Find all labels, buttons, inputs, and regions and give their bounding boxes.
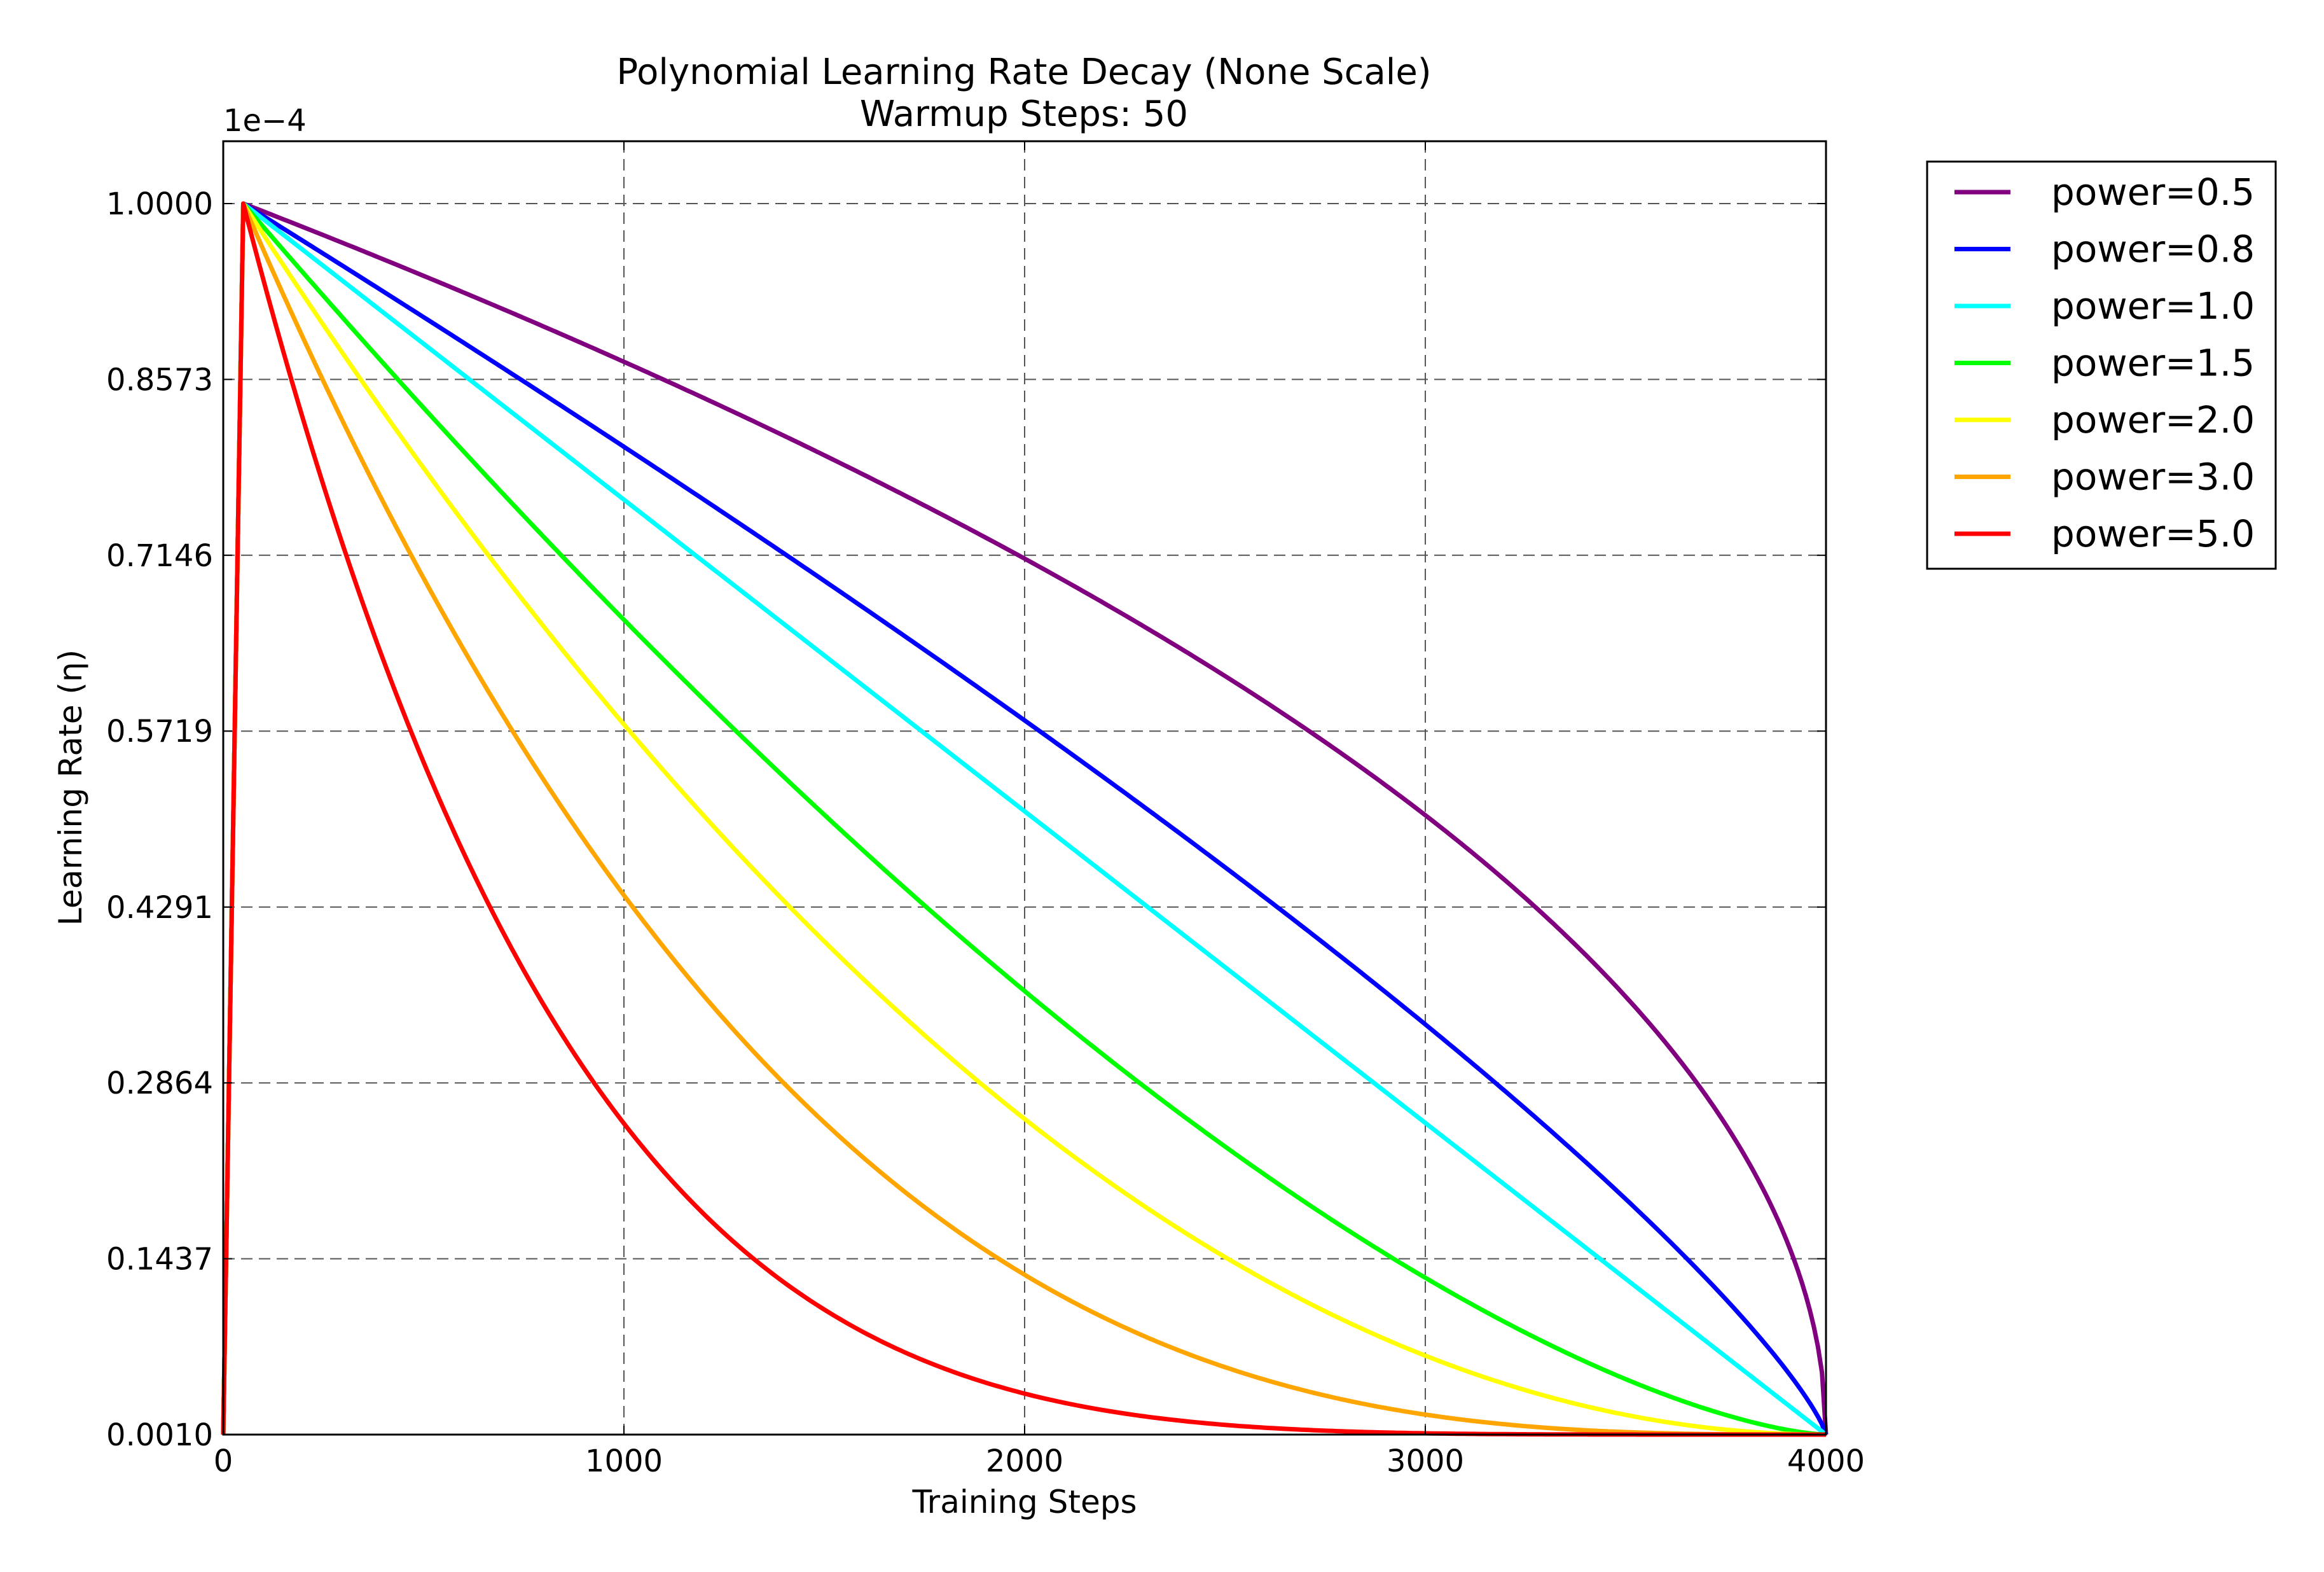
legend-entry-label: power=3.0 bbox=[2051, 456, 2255, 499]
x-tick-label: 0 bbox=[214, 1443, 233, 1479]
series-line-power-3-0 bbox=[221, 201, 1826, 1437]
y-tick-label: 0.0010 bbox=[106, 1417, 213, 1453]
legend-entry-label: power=5.0 bbox=[2051, 512, 2255, 555]
x-tick-label: 1000 bbox=[585, 1443, 663, 1479]
legend-entry-label: power=0.8 bbox=[2051, 228, 2255, 271]
y-tick-label: 1.0000 bbox=[106, 186, 213, 222]
series-lines bbox=[221, 201, 1829, 1437]
y-tick-label: 0.7146 bbox=[106, 538, 213, 574]
y-tick-label: 0.8573 bbox=[106, 362, 213, 398]
x-axis-ticks: 0 1000 2000 3000 4000 bbox=[214, 141, 1865, 1479]
legend-entry-label: power=1.0 bbox=[2051, 284, 2255, 328]
y-tick-label: 0.4291 bbox=[106, 890, 213, 926]
legend-entry-label: power=1.5 bbox=[2051, 342, 2255, 385]
y-axis-ticks: 0.0010 0.1437 0.2864 0.4291 0.5719 0.7146 0.85… bbox=[106, 186, 1826, 1453]
series-line-power-2-0 bbox=[221, 201, 1826, 1437]
series-line-power-0-8 bbox=[221, 201, 1829, 1436]
y-tick-label: 0.5719 bbox=[106, 714, 213, 749]
y-axis-multiplier: 1e−4 bbox=[223, 103, 307, 139]
chart-title: Polynomial Learning Rate Decay (None Sca… bbox=[616, 52, 1431, 93]
y-axis-label: Learning Rate (η) bbox=[52, 650, 89, 926]
x-axis-label: Training Steps bbox=[911, 1484, 1137, 1520]
series-line-power-1-0 bbox=[221, 201, 1828, 1436]
x-tick-label: 2000 bbox=[986, 1443, 1063, 1479]
legend-entry-label: power=2.0 bbox=[2051, 398, 2255, 442]
legend: power=0.5 power=0.8 power=1.0 power=1.5 powe… bbox=[1926, 160, 2277, 570]
y-tick-label: 0.2864 bbox=[106, 1066, 213, 1101]
series-line-power-0-5 bbox=[221, 201, 1829, 1435]
y-tick-label: 0.1437 bbox=[106, 1242, 213, 1277]
legend-entry-label: power=0.5 bbox=[2051, 170, 2255, 214]
chart-subtitle: Warmup Steps: 50 bbox=[860, 94, 1188, 135]
x-tick-label: 3000 bbox=[1387, 1443, 1464, 1479]
series-line-power-1-5 bbox=[221, 201, 1827, 1437]
x-tick-label: 4000 bbox=[1787, 1443, 1865, 1479]
